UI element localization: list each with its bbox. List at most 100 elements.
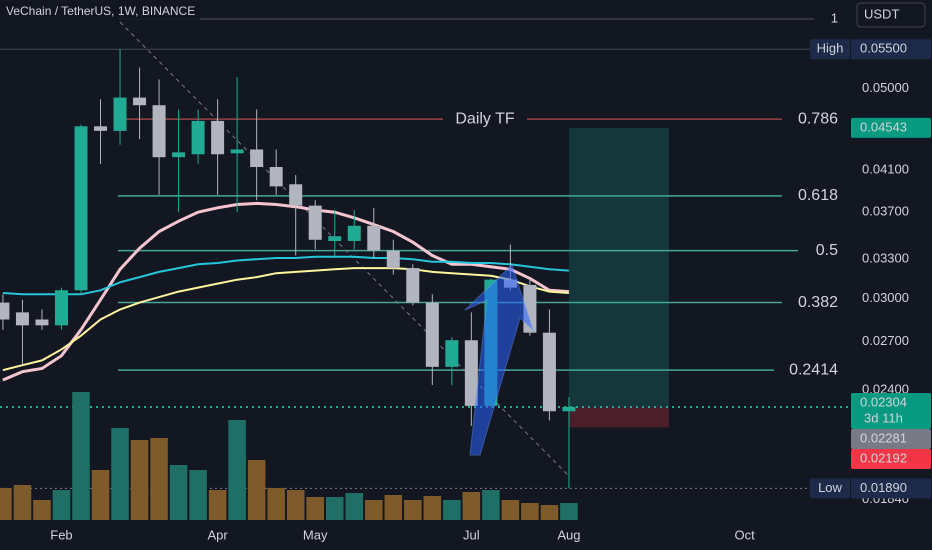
candle-body (464, 340, 478, 406)
volume-bar (325, 497, 344, 520)
candle-body (35, 319, 49, 326)
x-tick-label: Aug (557, 527, 580, 542)
target-badge-bg (851, 117, 931, 138)
volume-bar (286, 490, 305, 520)
fib-label: 0.786 (798, 110, 838, 127)
low-label: Low (818, 480, 842, 495)
stop-zone (568, 406, 669, 428)
candle-body (328, 236, 342, 241)
candle-body (133, 97, 147, 106)
volume-bar (189, 470, 207, 520)
low-value: 0.01890 (860, 480, 907, 495)
volume-bar (0, 488, 12, 520)
fib-label: 0.5 (816, 242, 838, 259)
chart-title: VeChain / TetherUS, 1W, BINANCE (6, 4, 195, 18)
volume-bar (345, 493, 364, 520)
candle-body (406, 268, 420, 303)
volume-bar (91, 470, 110, 520)
stop-badge: 0.02192 (860, 450, 907, 465)
high-value: 0.05500 (860, 41, 907, 56)
y-tick-label: 0.03300 (862, 251, 909, 266)
volume-bar (560, 503, 578, 520)
stop-badge-bg (851, 448, 931, 469)
moving-average (2, 267, 569, 372)
volume-bar (13, 485, 32, 520)
target-badge: 0.04543 (860, 119, 907, 134)
volume-bar (501, 500, 520, 520)
volume-bar (404, 500, 422, 520)
volume-bar (228, 420, 246, 520)
candle-body (74, 126, 88, 291)
candle-body (230, 149, 244, 154)
volume-bar (482, 490, 500, 520)
fib-label: 0.2414 (789, 361, 838, 378)
x-tick-label: May (303, 527, 328, 542)
marked-badge-bg (851, 428, 931, 449)
y-tick-label: 0.03000 (862, 290, 909, 305)
moving-average (2, 201, 569, 382)
arrow-drawing (464, 264, 535, 456)
volume-bar (33, 500, 51, 520)
volume-bar (150, 438, 168, 520)
x-tick-label: Oct (734, 527, 755, 542)
title-bg (0, 2, 200, 22)
candle-body (562, 406, 576, 412)
candle-body (542, 332, 556, 412)
y-tick-label: 0.02400 (862, 382, 909, 397)
front-layer: VeChain / TetherUS, 1W, BINANCE USDT Hig… (0, 2, 931, 499)
high-label: High (817, 41, 844, 56)
volume-bar (423, 496, 442, 520)
candle-body (94, 126, 108, 131)
x-tick-label: Jul (463, 527, 480, 542)
candle-body (386, 250, 400, 269)
volume-bar (208, 490, 227, 520)
volume-bar (306, 497, 324, 520)
x-tick-label: Feb (50, 527, 72, 542)
candle-body (250, 149, 264, 168)
candle-body (54, 290, 68, 326)
candle-body (191, 120, 205, 155)
high-label-bg (810, 39, 850, 60)
volume-bar (364, 500, 383, 520)
fib-label: 0.382 (798, 294, 838, 311)
target-zone (568, 127, 669, 407)
candle-body (445, 340, 459, 367)
volume-bar (52, 490, 71, 520)
entry-badge: 0.02304 (860, 394, 907, 409)
currency-button[interactable] (856, 2, 926, 28)
volume-bar (540, 505, 559, 520)
y-tick-label: 0.02700 (862, 333, 909, 348)
volume-bar (247, 460, 266, 520)
candle-body (289, 184, 303, 206)
y-tick-label: 0.05000 (862, 80, 909, 95)
volume-bar (72, 392, 90, 520)
countdown: 3d 11h (864, 410, 903, 425)
entry-badge-bg (851, 392, 931, 429)
candle-body (172, 152, 186, 158)
candle-body (308, 205, 322, 240)
candle-body (425, 302, 439, 367)
candle-body (0, 302, 10, 320)
volume-bar (169, 465, 188, 520)
candle-body (347, 225, 361, 241)
fib-annotation: Daily TF (455, 110, 514, 127)
trend-line (119, 21, 570, 477)
high-value-bg (851, 39, 931, 60)
volume-bar (111, 428, 129, 520)
volume-bar (443, 500, 461, 520)
volume-bar (267, 488, 285, 520)
candle-body (15, 312, 29, 326)
candle-body (367, 225, 381, 251)
candle-body (269, 167, 283, 187)
candle-body (113, 97, 127, 131)
marked-badge: 0.02281 (860, 430, 907, 445)
currency-label[interactable]: USDT (864, 6, 899, 21)
low-value-bg (851, 478, 931, 499)
candle-body (211, 120, 225, 155)
candle-body (152, 105, 166, 158)
x-tick-label: Apr (208, 527, 229, 542)
fib-label: 0.618 (798, 187, 838, 204)
back-layer: 0.05000 0.04100 0.03700 0.03300 0.03000 0.027… (0, 10, 909, 542)
annotation-bg (443, 109, 527, 130)
